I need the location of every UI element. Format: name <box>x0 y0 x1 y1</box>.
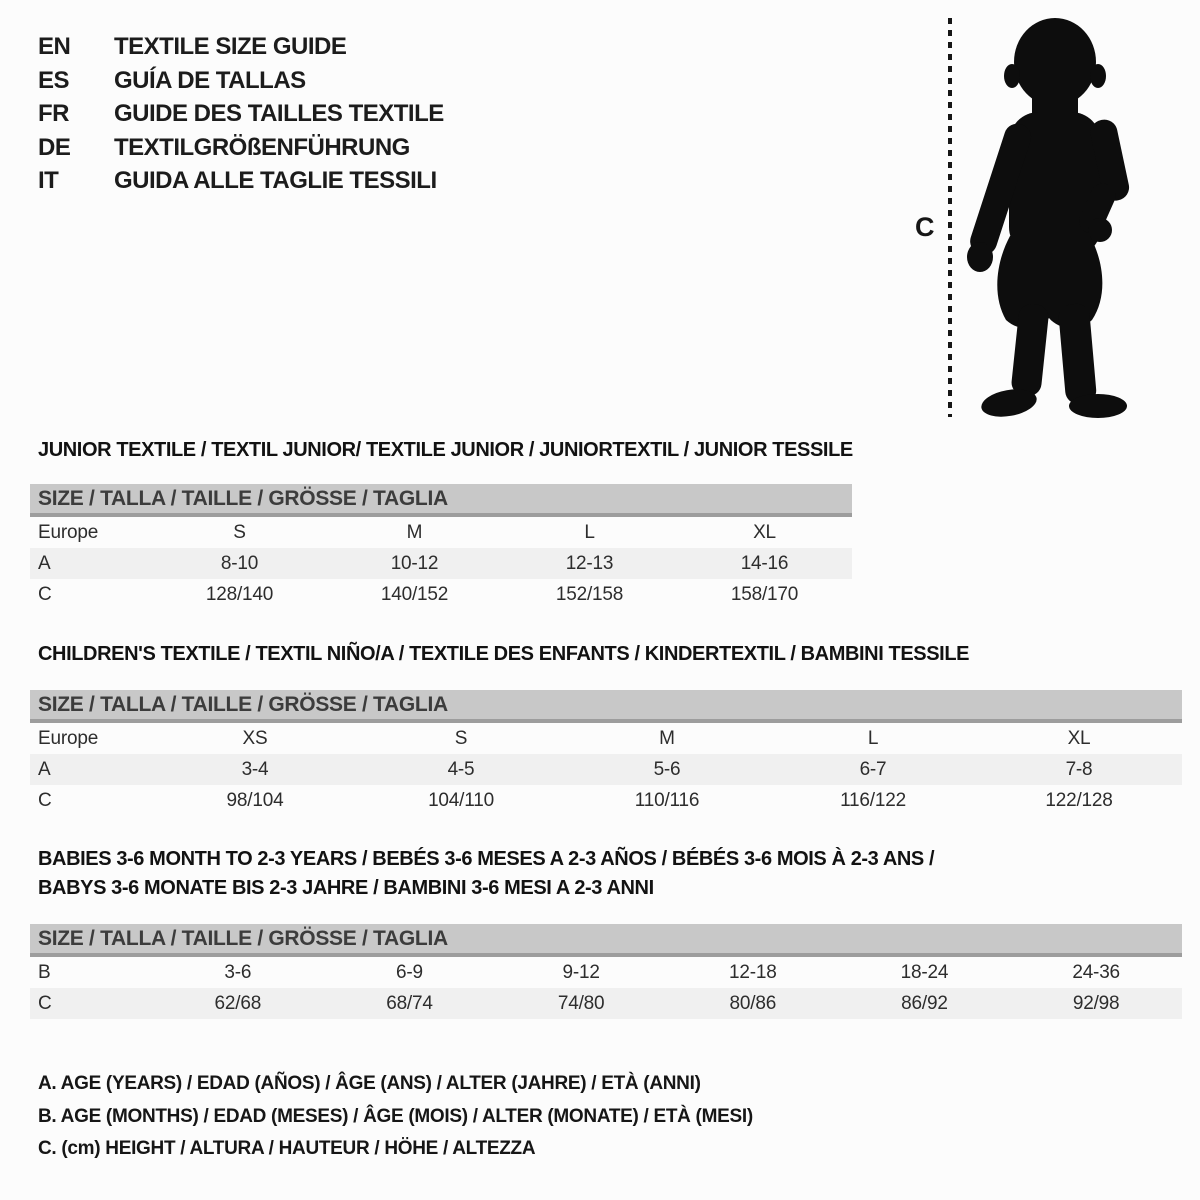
language-row: FR GUIDE DES TAILLES TEXTILE <box>38 97 444 131</box>
table-cell: 10-12 <box>390 552 439 574</box>
table-cell: 140/152 <box>380 583 449 605</box>
size-table-block: SIZE / TALLA / TAILLE / GRÖSSE / TAGLIA E… <box>30 484 852 610</box>
table-row: C 98/104 104/110 110/116 116/122 122/128 <box>30 785 1182 816</box>
size-column-header: XL <box>753 521 776 543</box>
table-cell: 5-6 <box>653 758 681 780</box>
table-row: C 62/68 68/74 74/80 80/86 86/92 92/98 <box>30 988 1182 1019</box>
footnote: B. AGE (MONTHS) / EDAD (MESES) / ÂGE (MO… <box>38 1105 753 1127</box>
size-column-header: XS <box>242 727 268 749</box>
row-label: B <box>38 961 51 983</box>
section-childrens-textile: CHILDREN'S TEXTILE / TEXTIL NIÑO/A / TEX… <box>30 640 1182 811</box>
size-table-block: SIZE / TALLA / TAILLE / GRÖSSE / TAGLIA B… <box>30 924 1182 1019</box>
language-title: GUIDA ALLE TAGLIE TESSILI <box>114 167 437 194</box>
table-cell: 122/128 <box>1045 789 1113 811</box>
section-babies-textile: BABIES 3-6 MONTH TO 2-3 YEARS / BEBÉS 3-… <box>30 845 1182 1019</box>
table-cell: 92/98 <box>1072 992 1120 1014</box>
language-code: DE <box>38 133 71 161</box>
table-cell: 18-24 <box>900 961 949 983</box>
row-label: C <box>38 992 52 1014</box>
table-header-row: Europe S M L XL <box>30 517 852 548</box>
table-cell: 9-12 <box>562 961 600 983</box>
table-cell: 14-16 <box>740 552 789 574</box>
language-row: IT GUIDA ALLE TAGLIE TESSILI <box>38 164 444 198</box>
height-measure-dotted-line <box>948 18 952 417</box>
table-cell: 74/80 <box>557 992 605 1014</box>
row-label: A <box>38 758 51 780</box>
table-header-row: Europe XS S M L XL <box>30 723 1182 754</box>
table-cell: 104/110 <box>428 789 494 811</box>
table-cell: 158/170 <box>730 583 799 605</box>
language-code: IT <box>38 167 59 194</box>
footnote: A. AGE (YEARS) / EDAD (AÑOS) / ÂGE (ANS)… <box>38 1073 701 1094</box>
row-label: Europe <box>38 521 99 543</box>
size-band: SIZE / TALLA / TAILLE / GRÖSSE / TAGLIA <box>30 924 1182 957</box>
section-title-line: BABIES 3-6 MONTH TO 2-3 YEARS / BEBÉS 3-… <box>38 848 935 870</box>
table-cell: 3-4 <box>241 758 269 780</box>
toddler-shape <box>967 18 1130 418</box>
table-cell: 7-8 <box>1065 758 1093 780</box>
table-cell: 3-6 <box>224 961 252 983</box>
table-cell: 68/74 <box>386 992 433 1014</box>
size-column-header: XL <box>1067 727 1091 749</box>
table-cell: 80/86 <box>729 992 777 1014</box>
language-title: GUIDE DES TAILLES TEXTILE <box>114 100 444 127</box>
section-title: CHILDREN'S TEXTILE / TEXTIL NIÑO/A / TEX… <box>30 640 1182 669</box>
size-table-block: SIZE / TALLA / TAILLE / GRÖSSE / TAGLIA E… <box>30 690 1182 816</box>
row-label: C <box>38 583 52 605</box>
table-row: B 3-6 6-9 9-12 12-18 18-24 24-36 <box>30 957 1182 988</box>
table-cell: 116/122 <box>840 789 906 811</box>
language-code: EN <box>38 33 71 60</box>
table-cell: 128/140 <box>205 583 274 605</box>
size-table: B 3-6 6-9 9-12 12-18 18-24 24-36 C 62/68 68/74 74/… <box>30 957 1182 1019</box>
size-column-header: S <box>454 727 468 749</box>
footnote: C. (cm) HEIGHT / ALTURA / HAUTEUR / HÖHE… <box>38 1138 536 1159</box>
size-column-header: S <box>233 521 246 543</box>
table-cell: 12-13 <box>565 552 614 574</box>
row-label: Europe <box>38 727 99 749</box>
table-row: C 128/140 140/152 152/158 158/170 <box>30 579 852 610</box>
language-title: TEXTILGRÖßENFÜHRUNG <box>114 133 410 161</box>
table-cell: 6-7 <box>859 758 887 780</box>
row-label: A <box>38 552 51 574</box>
row-label: C <box>38 789 52 811</box>
language-title: TEXTILE SIZE GUIDE <box>114 33 347 60</box>
table-cell: 86/92 <box>901 992 948 1014</box>
language-row: EN TEXTILE SIZE GUIDE <box>38 30 444 64</box>
section-title: JUNIOR TEXTILE / TEXTIL JUNIOR/ TEXTILE … <box>30 436 853 465</box>
size-column-header: L <box>584 521 595 543</box>
size-column-header: M <box>659 727 675 749</box>
table-cell: 6-9 <box>396 961 423 983</box>
language-header: EN TEXTILE SIZE GUIDE ES GUÍA DE TALLAS FR GU… <box>38 30 444 198</box>
language-code: FR <box>38 100 70 127</box>
size-column-header: L <box>867 727 879 749</box>
section-title-line: JUNIOR TEXTILE / TEXTIL JUNIOR/ TEXTILE … <box>38 439 853 461</box>
section-title-line: CHILDREN'S TEXTILE / TEXTIL NIÑO/A / TEX… <box>38 643 970 665</box>
section-junior-textile: JUNIOR TEXTILE / TEXTIL JUNIOR/ TEXTILE … <box>30 436 853 605</box>
toddler-silhouette-icon <box>962 16 1137 423</box>
table-cell: 98/104 <box>226 789 284 811</box>
size-band: SIZE / TALLA / TAILLE / GRÖSSE / TAGLIA <box>30 484 852 517</box>
section-title-line: BABYS 3-6 MONATE BIS 2-3 JAHRE / BAMBINI… <box>38 877 654 899</box>
table-cell: 110/116 <box>634 789 700 811</box>
table-row: A 8-10 10-12 12-13 14-16 <box>30 548 852 579</box>
language-code: ES <box>38 66 70 94</box>
measure-label-c: C <box>915 212 935 242</box>
table-cell: 12-18 <box>728 961 777 983</box>
table-cell: 4-5 <box>447 758 475 780</box>
table-cell: 152/158 <box>555 583 624 605</box>
table-cell: 8-10 <box>220 552 259 574</box>
size-band: SIZE / TALLA / TAILLE / GRÖSSE / TAGLIA <box>30 690 1182 723</box>
language-row: DE TEXTILGRÖßENFÜHRUNG <box>38 131 444 165</box>
size-table: Europe XS S M L XL A 3-4 4-5 5-6 6-7 7-8 C 98/104 104/… <box>30 723 1182 816</box>
size-column-header: M <box>406 521 423 543</box>
table-cell: 62/68 <box>214 992 262 1014</box>
language-row: ES GUÍA DE TALLAS <box>38 64 444 98</box>
table-row: A 3-4 4-5 5-6 6-7 7-8 <box>30 754 1182 785</box>
size-table: Europe S M L XL A 8-10 10-12 12-13 14-16 C 128/140 1… <box>30 517 852 610</box>
section-title: BABIES 3-6 MONTH TO 2-3 YEARS / BEBÉS 3-… <box>30 845 1182 903</box>
footnotes: A. AGE (YEARS) / EDAD (AÑOS) / ÂGE (ANS)… <box>38 1068 753 1166</box>
table-cell: 24-36 <box>1072 961 1120 983</box>
language-title: GUÍA DE TALLAS <box>114 66 306 94</box>
